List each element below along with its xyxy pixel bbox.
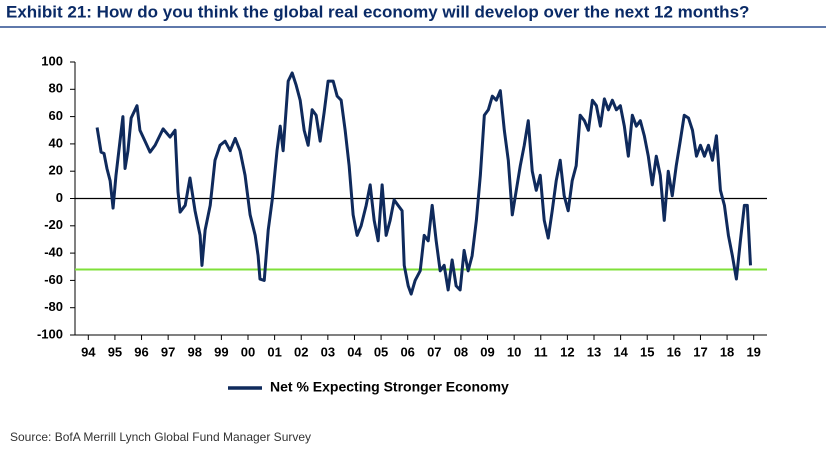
y-tick-label: -60 <box>44 272 63 287</box>
y-tick-label: 100 <box>41 53 63 68</box>
x-tick-label: 11 <box>534 344 548 359</box>
x-tick-label: 16 <box>667 344 681 359</box>
x-tick-label: 08 <box>454 344 468 359</box>
x-tick-label: 05 <box>374 344 388 359</box>
y-tick-label: 60 <box>49 108 63 123</box>
legend-label: Net % Expecting Stronger Economy <box>270 379 509 395</box>
y-tick-label: 0 <box>56 190 63 205</box>
x-tick-label: 03 <box>321 344 335 359</box>
x-tick-label: 01 <box>267 344 281 359</box>
y-tick-label: -20 <box>44 217 63 232</box>
source-note: Source: BofA Merrill Lynch Global Fund M… <box>10 430 311 444</box>
x-tick-label: 15 <box>640 344 654 359</box>
x-tick-label: 94 <box>81 344 96 359</box>
x-tick-label: 96 <box>134 344 148 359</box>
x-tick-label: 95 <box>108 344 122 359</box>
y-tick-label: -80 <box>44 299 63 314</box>
y-tick-label: -100 <box>37 326 63 341</box>
x-tick-label: 02 <box>294 344 308 359</box>
y-tick-label: 40 <box>49 135 63 150</box>
x-tick-label: 98 <box>188 344 202 359</box>
x-tick-label: 06 <box>400 344 414 359</box>
x-tick-label: 07 <box>427 344 441 359</box>
y-tick-label: 20 <box>49 163 63 178</box>
data-line <box>95 71 752 296</box>
x-tick-label: 09 <box>480 344 494 359</box>
x-tick-label: 04 <box>347 344 362 359</box>
x-tick-label: 10 <box>507 344 521 359</box>
x-tick-label: 99 <box>214 344 228 359</box>
x-tick-label: 17 <box>693 344 707 359</box>
x-tick-label: 97 <box>161 344 175 359</box>
y-tick-label: -40 <box>44 245 63 260</box>
x-tick-label: 13 <box>587 344 601 359</box>
x-tick-label: 18 <box>720 344 734 359</box>
x-tick-label: 14 <box>613 344 628 359</box>
x-tick-label: 19 <box>746 344 760 359</box>
x-tick-label: 12 <box>560 344 574 359</box>
x-tick-label: 00 <box>241 344 255 359</box>
chart-title: Exhibit 21: How do you think the global … <box>6 2 749 21</box>
y-tick-label: 80 <box>49 81 63 96</box>
